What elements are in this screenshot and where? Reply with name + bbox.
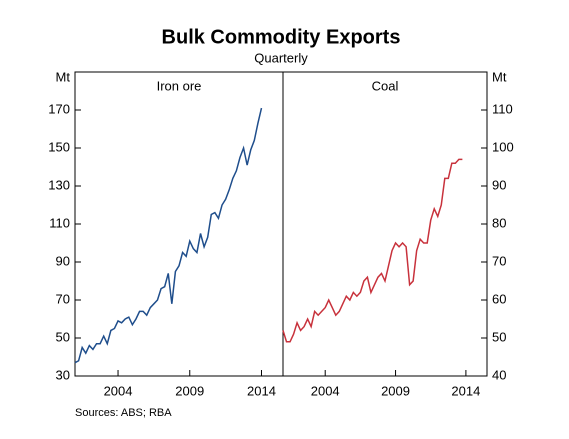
- y-tick-label: 70: [56, 291, 70, 306]
- y-tick-label: 70: [492, 253, 506, 268]
- y-tick-label: 100: [492, 139, 514, 154]
- panel-frame: [282, 71, 488, 377]
- x-tick-label: 2004: [311, 383, 340, 398]
- panel-title: Coal: [372, 78, 399, 93]
- data-line: [74, 107, 263, 364]
- x-tick-label: 2009: [175, 383, 204, 398]
- y-tick-label: 60: [492, 291, 506, 306]
- y-tick-label: 50: [492, 329, 506, 344]
- source-note: Sources: ABS; RBA: [75, 407, 172, 419]
- y-tick-label: 30: [56, 367, 70, 382]
- chart-title: Bulk Commodity Exports: [162, 26, 401, 48]
- y-tick-label: 150: [48, 139, 70, 154]
- y-tick-label: 90: [492, 177, 506, 192]
- y-tick-label: 90: [56, 253, 70, 268]
- y-tick-label: 50: [56, 329, 70, 344]
- x-tick-label: 2009: [381, 383, 410, 398]
- y-tick-label: 130: [48, 177, 70, 192]
- panel-frame: [74, 71, 284, 377]
- x-tick-label: 2014: [451, 383, 480, 398]
- y-tick-label: 170: [48, 101, 70, 116]
- y-tick-label: 110: [492, 101, 513, 116]
- x-tick-label: 2014: [247, 383, 276, 398]
- y-tick-label: 80: [492, 215, 506, 230]
- y-axis-label: Mt: [492, 69, 507, 84]
- y-axis-label: Mt: [56, 69, 71, 84]
- x-tick-label: 2004: [104, 383, 133, 398]
- data-line: [282, 158, 463, 343]
- y-tick-label: 110: [49, 215, 70, 230]
- y-tick-label: 40: [492, 367, 506, 382]
- chart-subtitle: Quarterly: [254, 50, 308, 65]
- panel-title: Iron ore: [157, 78, 202, 93]
